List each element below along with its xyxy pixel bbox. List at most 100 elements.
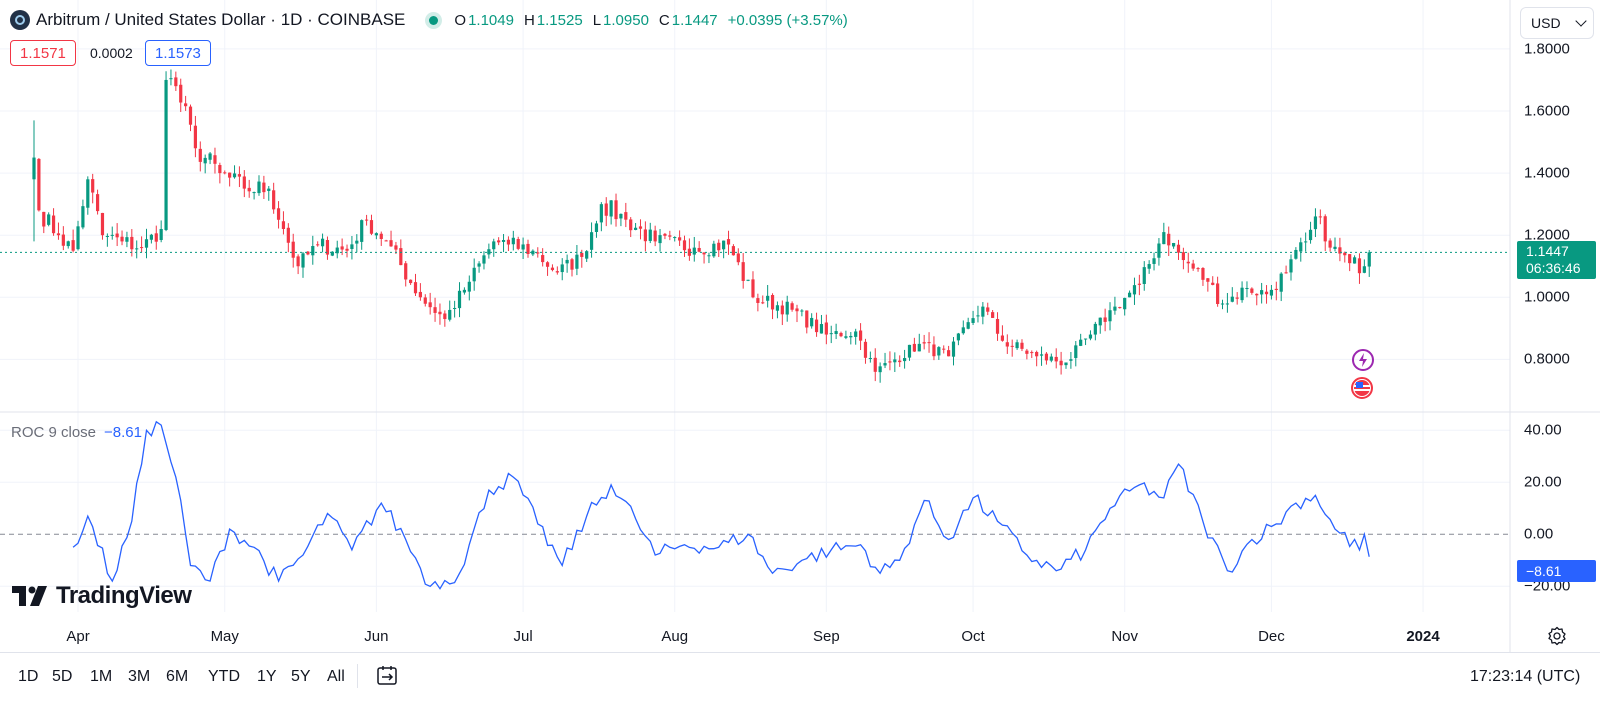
candle-down — [702, 252, 706, 255]
candle-down — [316, 244, 320, 246]
candle-down — [228, 172, 232, 178]
candle-down — [120, 236, 124, 242]
candle-up — [511, 237, 515, 245]
candle-down — [863, 341, 868, 358]
candle-down — [663, 233, 667, 236]
candle-up — [330, 251, 334, 256]
tradingview-logo[interactable]: TradingView — [12, 582, 192, 610]
range-button-all[interactable]: All — [327, 668, 345, 685]
ohlc-low-value: 1.0950 — [603, 11, 649, 29]
candle-up — [1074, 345, 1078, 358]
time-axis-label: Dec — [1258, 628, 1285, 645]
candle-down — [237, 174, 242, 177]
candle-down — [678, 237, 682, 241]
candle-down — [1255, 293, 1259, 296]
candle-down — [140, 247, 144, 249]
candle-down — [536, 252, 540, 254]
candle-up — [457, 290, 462, 309]
candle-up — [1230, 296, 1234, 302]
gear-icon[interactable] — [1547, 626, 1567, 646]
time-axis-label: 2024 — [1406, 628, 1440, 645]
ohlc-low-key: L — [592, 11, 602, 29]
candle-up — [501, 240, 506, 242]
candle-up — [472, 267, 476, 282]
price-axis-label: 0.8000 — [1524, 350, 1570, 368]
candle-up — [594, 223, 599, 233]
buy-price-button[interactable]: 1.1573 — [145, 40, 211, 66]
ohlc-change: +0.0395 (+3.57%) — [727, 11, 848, 29]
candle-up — [267, 188, 271, 191]
candle-up — [961, 327, 965, 334]
candle-down — [506, 239, 511, 245]
utc-clock[interactable]: 17:23:14 (UTC) — [1470, 668, 1581, 685]
candle-down — [1235, 297, 1239, 299]
candle-up — [350, 244, 354, 249]
candle-down — [223, 172, 227, 174]
candle-down — [888, 361, 892, 363]
range-button-ytd[interactable]: YTD — [208, 668, 240, 685]
candle-up — [1108, 310, 1112, 322]
candle-down — [423, 297, 427, 304]
range-button-5y[interactable]: 5Y — [291, 668, 311, 685]
candle-down — [1318, 216, 1322, 218]
range-button-5d[interactable]: 5D — [52, 668, 73, 685]
candle-up — [467, 281, 471, 292]
candle-up — [673, 237, 677, 239]
candle-down — [399, 248, 403, 266]
candle-down — [1343, 252, 1347, 256]
candle-up — [301, 253, 305, 268]
candle-up — [1069, 359, 1073, 361]
candle-up — [32, 157, 36, 180]
candle-down — [409, 279, 413, 284]
candle-up — [966, 322, 970, 329]
sell-price-button[interactable]: 1.1571 — [10, 40, 76, 66]
candle-down — [188, 106, 193, 125]
candle-down — [42, 211, 46, 227]
symbol-title[interactable]: Arbitrum / United States Dollar · 1D · C… — [36, 10, 406, 29]
candle-down — [643, 229, 647, 242]
candle-down — [1059, 360, 1063, 366]
candle-up — [565, 259, 569, 264]
candle-up — [360, 220, 364, 242]
range-button-3m[interactable]: 3M — [128, 668, 151, 685]
range-button-6m[interactable]: 6M — [166, 668, 189, 685]
candle-up — [1367, 252, 1371, 267]
time-axis-label: Sep — [812, 628, 840, 645]
time-axis-label: Jul — [513, 628, 533, 645]
candle-up — [1098, 317, 1102, 326]
time-axis-label: Jun — [364, 628, 389, 645]
candle-up — [1123, 297, 1127, 310]
candle-down — [404, 263, 408, 280]
candle-down — [555, 271, 559, 273]
range-button-1d[interactable]: 1D — [18, 668, 39, 685]
candle-up — [619, 213, 623, 219]
lightning-icon[interactable] — [1352, 349, 1374, 371]
candle-down — [1196, 268, 1200, 270]
time-axis-label: Apr — [66, 628, 90, 645]
candle-up — [1127, 292, 1132, 298]
range-button-1y[interactable]: 1Y — [257, 668, 277, 685]
us-flag-event-icon[interactable] — [1351, 377, 1373, 399]
candle-down — [726, 239, 731, 245]
candle-up — [1113, 306, 1117, 311]
candle-down — [242, 176, 246, 189]
range-button-1m[interactable]: 1M — [90, 668, 113, 685]
candle-up — [1260, 290, 1264, 295]
candle-down — [1191, 263, 1195, 269]
candle-down — [1000, 335, 1005, 341]
candle-up — [135, 248, 139, 250]
roc-legend[interactable]: ROC 9 close −8.61 — [11, 424, 142, 441]
currency-select[interactable]: USD — [1520, 7, 1594, 39]
candle-down — [340, 246, 344, 250]
candle-up — [1333, 246, 1337, 249]
candle-up — [829, 333, 833, 335]
candle-down — [922, 342, 926, 344]
candle-up — [692, 247, 696, 255]
candle-down — [780, 305, 784, 315]
candle-down — [213, 155, 217, 164]
candle-up — [575, 254, 579, 269]
candle-down — [986, 307, 990, 312]
date-range-icon[interactable] — [375, 664, 399, 688]
candle-up — [1162, 232, 1166, 245]
